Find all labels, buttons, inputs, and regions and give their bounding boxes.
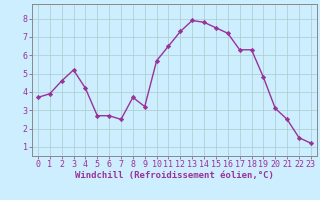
X-axis label: Windchill (Refroidissement éolien,°C): Windchill (Refroidissement éolien,°C): [75, 171, 274, 180]
